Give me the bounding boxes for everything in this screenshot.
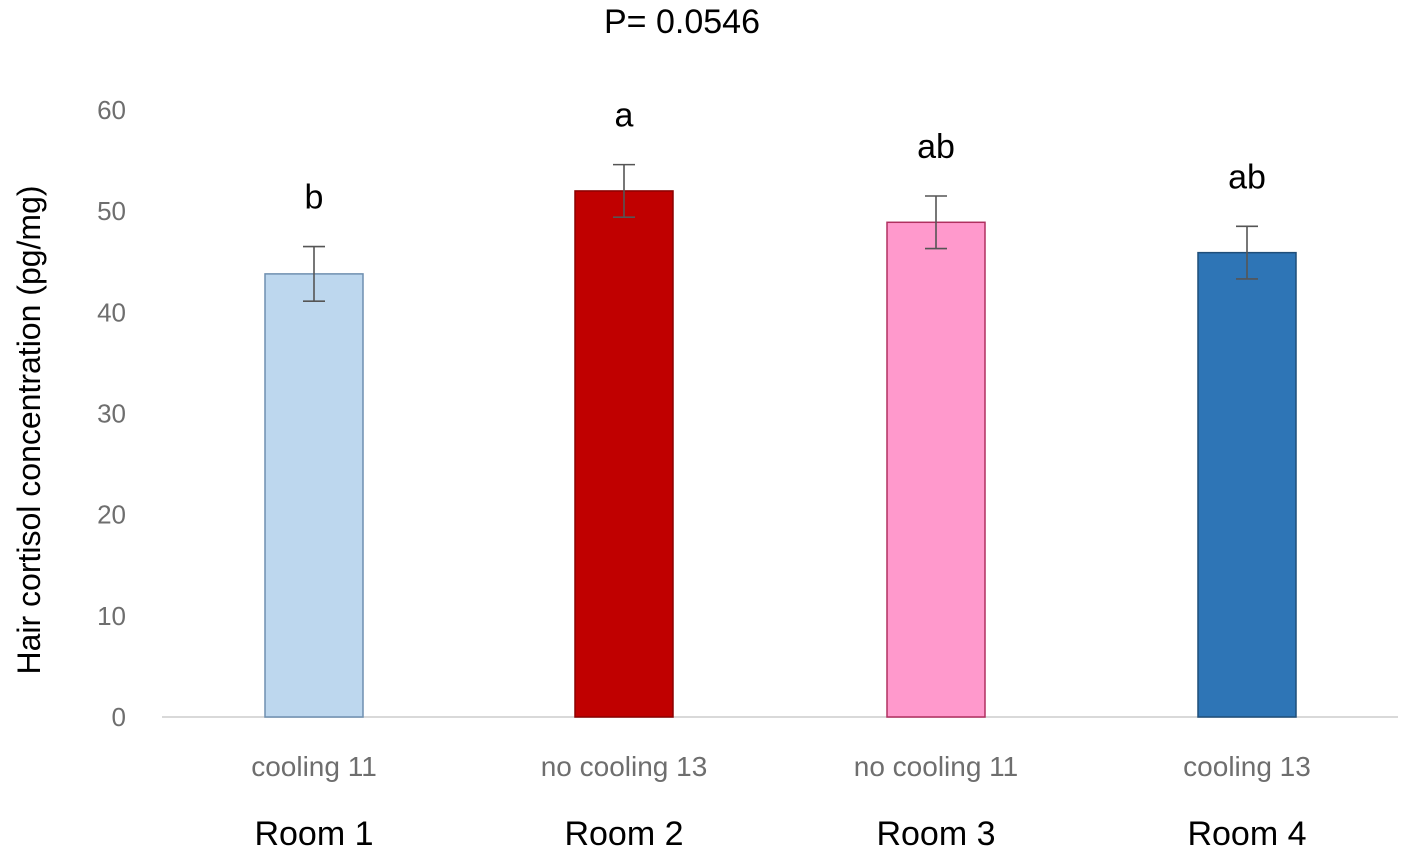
- significance-label: ab: [917, 128, 955, 166]
- chart-title: P= 0.0546: [604, 3, 760, 41]
- error-bars: [303, 163, 1258, 303]
- y-tick-label: 10: [97, 601, 126, 631]
- bar: [574, 190, 674, 718]
- error-bar: [1236, 225, 1258, 280]
- x-tick-label: no cooling 11: [854, 751, 1019, 782]
- x-tick-label: cooling 11: [251, 751, 377, 782]
- bar: [1197, 251, 1297, 718]
- y-tick-label: 20: [97, 500, 126, 530]
- category-labels: cooling 11 no cooling 13 no cooling 11 cool…: [251, 751, 1311, 782]
- error-bar: [925, 195, 947, 250]
- y-tick-label: 0: [112, 702, 126, 732]
- y-tick-label: 50: [97, 196, 126, 226]
- x-tick-label: cooling 13: [1183, 751, 1311, 782]
- room-label: Room 3: [876, 815, 995, 853]
- y-tick-label: 60: [97, 95, 126, 125]
- significance-label: ab: [1228, 158, 1266, 196]
- error-bar: [613, 163, 635, 219]
- error-bar: [303, 245, 325, 303]
- significance-labels: b a ab ab: [305, 97, 1266, 217]
- significance-label: b: [305, 179, 324, 217]
- room-label: Room 2: [564, 815, 683, 853]
- bars: [264, 190, 1297, 718]
- x-tick-label: no cooling 13: [541, 751, 708, 782]
- bar: [264, 273, 364, 718]
- significance-label: a: [615, 97, 634, 135]
- y-axis-label: Hair cortisol concentration (pg/mg): [11, 185, 47, 674]
- room-label: Room 1: [254, 815, 373, 853]
- y-tick-label: 30: [97, 399, 126, 429]
- bar: [886, 221, 986, 718]
- y-ticks: 0 10 20 30 40 50 60: [97, 95, 126, 732]
- y-tick-label: 40: [97, 297, 126, 327]
- group-labels: Room 1 Room 2 Room 3 Room 4: [254, 815, 1306, 853]
- room-label: Room 4: [1187, 815, 1306, 853]
